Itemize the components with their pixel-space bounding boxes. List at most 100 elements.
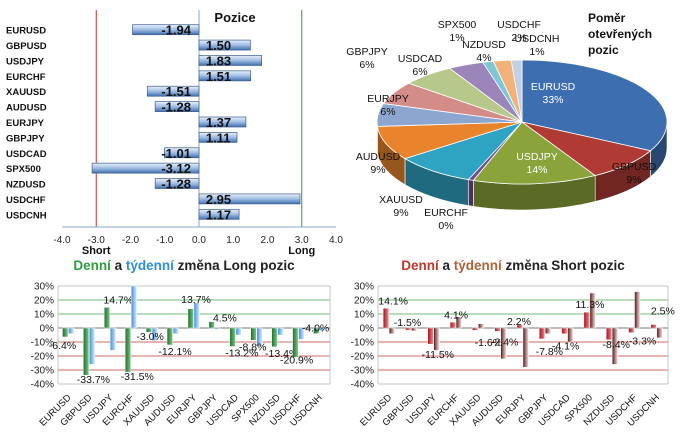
- pie-slice-percent: 33%: [542, 94, 563, 106]
- y-tick-label: -40%: [351, 380, 374, 391]
- position-bar: [146, 85, 200, 97]
- data-label: 2.2%: [507, 316, 531, 328]
- position-bar: [164, 147, 200, 159]
- data-label: -4.0%: [302, 323, 329, 335]
- data-label: -6.4%: [49, 340, 76, 352]
- bar-series-2: [298, 327, 305, 340]
- bar-series-1: [62, 327, 69, 338]
- pie-slice: [403, 121, 524, 181]
- pie-slice-name: EURJPY: [367, 93, 408, 105]
- value-label: 1.37: [206, 115, 231, 130]
- bar-series-2: [612, 327, 618, 365]
- chart-title: Denní a týdenní změna Short pozic: [401, 258, 625, 273]
- position-bar: [198, 39, 251, 51]
- bar-series-2: [89, 327, 96, 365]
- data-label: 14.1%: [378, 295, 408, 307]
- pie-title: Poměr: [588, 11, 626, 25]
- y-tick-label: -30%: [351, 366, 374, 377]
- category-label: EURUSD: [6, 26, 46, 37]
- pie-slice-name: GBPUSD: [612, 161, 657, 173]
- pie-slice: [521, 59, 668, 152]
- pie-slice-side: [467, 179, 474, 207]
- bar-series-2: [411, 327, 418, 331]
- chart-title-part: Denní: [401, 258, 440, 273]
- bar-series-2: [110, 327, 117, 351]
- y-tick-label: -40%: [31, 380, 54, 391]
- y-tick-label: 0%: [40, 324, 55, 335]
- pie-title: otevřených: [588, 27, 652, 41]
- x-tick-label: -2.0: [122, 235, 140, 246]
- x-tick-label: -3.0: [88, 235, 106, 246]
- chart-title-part: změna Long pozic: [174, 258, 295, 273]
- bar-series-1: [606, 327, 612, 340]
- pie-slice-percent: 6%: [380, 106, 395, 118]
- position-bar: [198, 132, 238, 143]
- bar-series-2: [172, 327, 179, 334]
- y-tick-label: 30%: [34, 282, 54, 293]
- pie-slice-percent: 1%: [449, 32, 464, 44]
- bar-series-1: [472, 327, 479, 331]
- data-label: -13.2%: [225, 347, 258, 359]
- bar-series-1: [628, 327, 635, 333]
- y-tick-label: -20%: [351, 352, 374, 363]
- chart-title-part: Denní: [73, 258, 112, 273]
- bar-series-2: [193, 302, 200, 329]
- bar-series-1: [427, 327, 434, 345]
- bar-series-1: [516, 324, 523, 329]
- bar-series-1: [166, 327, 173, 346]
- value-label: 1.51: [206, 69, 231, 84]
- pie-slice-name: EURCHF: [424, 207, 468, 219]
- category-label: USDCHF: [6, 195, 46, 206]
- bar-series-1: [145, 327, 152, 333]
- pie-slice-name: EURUSD: [531, 81, 576, 93]
- data-label: -12.1%: [158, 346, 191, 358]
- position-bar: [198, 70, 252, 82]
- pie-slice: [376, 121, 523, 160]
- bar-series-1: [292, 327, 299, 358]
- bar-series-1: [250, 327, 257, 341]
- bar-series-1: [104, 307, 111, 329]
- bar-series-2: [235, 327, 242, 336]
- bar-series-2: [277, 327, 284, 336]
- pie-slice-name: XAUUSD: [379, 194, 423, 206]
- data-label: -4.1%: [552, 341, 579, 353]
- position-bar: [132, 24, 200, 36]
- pie-slice-name: USDCHF: [497, 19, 541, 31]
- bar-series-2: [500, 327, 507, 359]
- x-tick-label: -1.0: [156, 235, 174, 246]
- y-tick-label: -20%: [31, 352, 54, 363]
- pie-slice-name: USDCAD: [398, 53, 443, 65]
- long-label: Long: [288, 245, 315, 257]
- bar-series-2: [319, 327, 326, 331]
- chart-title-part: a: [111, 258, 126, 273]
- pie-slice-name: USDCNH: [515, 33, 560, 45]
- category-label: NZDUSD: [6, 180, 46, 191]
- position-bar: [198, 193, 301, 205]
- pie-slice: [510, 59, 523, 123]
- data-label: -2.4%: [491, 336, 518, 348]
- chart-title-part: a: [439, 258, 454, 273]
- position-bar: [154, 101, 200, 112]
- pie-slice-percent: 9%: [626, 174, 641, 186]
- bar-series-1: [494, 327, 501, 332]
- short-change-chart: Denní a týdenní změna Short pozic 30% 20% 1…: [351, 258, 675, 429]
- category-label: USDCNH: [6, 210, 47, 221]
- x-tick-label: -4.0: [53, 235, 71, 246]
- pie-slice-name: AUDUSD: [356, 151, 401, 163]
- category-label: EURJPY: [6, 118, 45, 129]
- data-label: -11.5%: [422, 349, 455, 361]
- bar-series-1: [405, 327, 412, 331]
- category-label: XAUUSD: [6, 87, 46, 98]
- data-label: 11.3%: [575, 299, 604, 311]
- bar-series-2: [478, 323, 485, 329]
- chart-title-part: týdenní: [126, 258, 175, 273]
- pie-slice-percent: 14%: [526, 164, 547, 176]
- bar-series-2: [634, 291, 641, 329]
- category-label: AUDUSD: [6, 103, 47, 114]
- y-tick-label: 10%: [354, 310, 374, 321]
- data-label: 4.5%: [213, 313, 237, 325]
- pie-slice-percent: 6%: [412, 66, 427, 78]
- bar-series-2: [131, 285, 137, 329]
- long-change-chart: Denní a týdenní změna Long pozic 30% 20% 10…: [31, 258, 331, 429]
- y-tick-label: 30%: [354, 282, 374, 293]
